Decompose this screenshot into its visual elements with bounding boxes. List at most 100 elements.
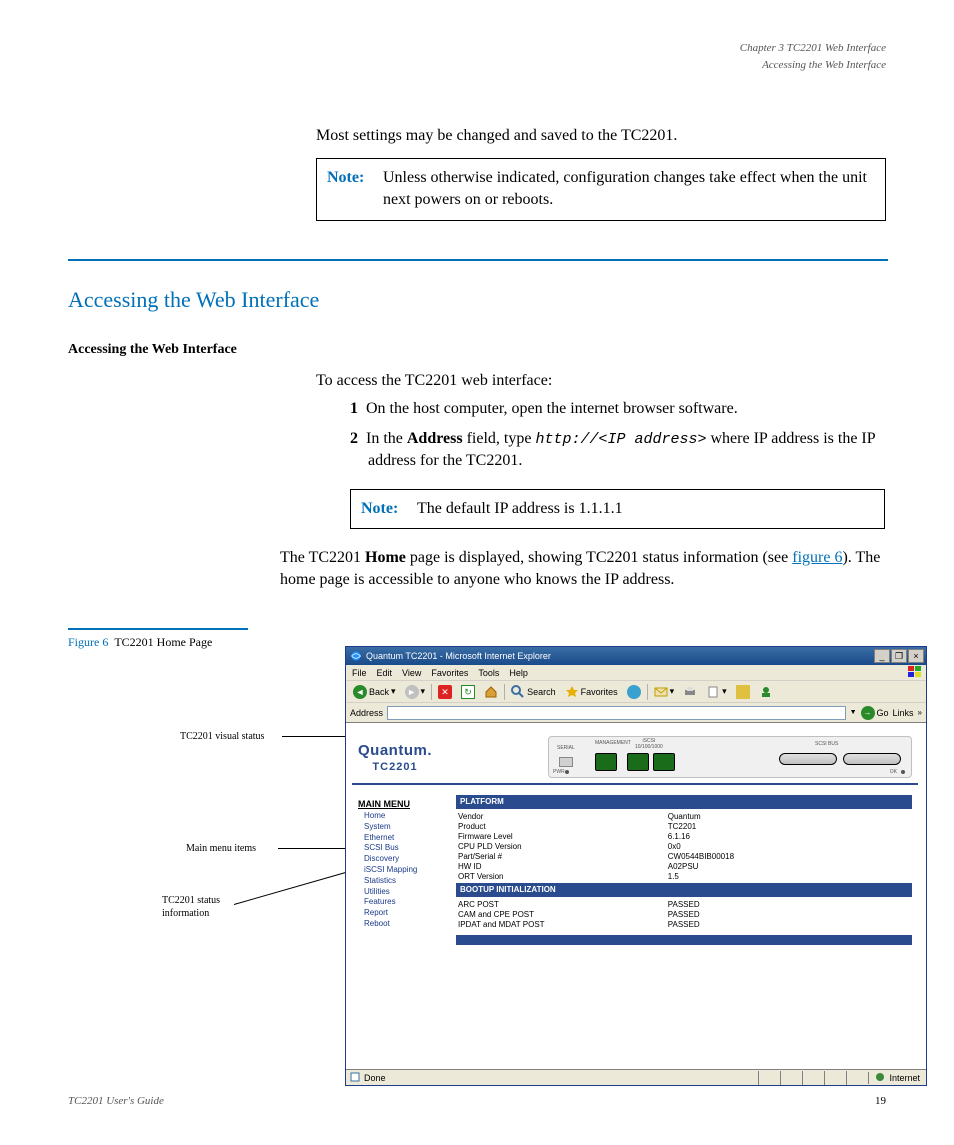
media-button[interactable]	[624, 684, 644, 700]
ie-content-area: Quantum. TC2201 SERIAL MANAGEMENT iSCSI …	[346, 723, 926, 1069]
step-1: 1 On the host computer, open the interne…	[350, 400, 890, 418]
table-row: ProductTC2201	[456, 821, 912, 831]
menu-file[interactable]: File	[352, 668, 367, 678]
quantum-main: PLATFORM VendorQuantumProductTC2201Firmw…	[456, 793, 918, 945]
stop-button[interactable]: ✕	[435, 684, 455, 700]
ie-menubar: File Edit View Favorites Tools Help	[346, 665, 926, 681]
bootup-section-bar: BOOTUP INITIALIZATION	[456, 883, 912, 897]
status-done: Done	[364, 1073, 386, 1083]
table-row: IPDAT and MDAT POSTPASSED	[456, 919, 912, 929]
mgmt-port-icon	[595, 753, 617, 771]
table-row: VendorQuantum	[456, 811, 912, 821]
device-diagram: SERIAL MANAGEMENT iSCSI 10/100/1000 SCSI…	[548, 736, 912, 778]
windows-flag-icon	[908, 666, 926, 680]
bootup-table: ARC POSTPASSEDCAM and CPE POSTPASSEDIPDA…	[456, 899, 912, 929]
go-button[interactable]: →Go	[861, 706, 889, 720]
section-side-label: Accessing the Web Interface	[68, 341, 268, 359]
sidebar-item-ethernet[interactable]: Ethernet	[364, 833, 452, 844]
quantum-sidebar: MAIN MENU HomeSystemEthernetSCSI BusDisc…	[352, 793, 456, 945]
internet-zone-icon	[875, 1072, 885, 1084]
sidebar-item-discovery[interactable]: Discovery	[364, 854, 452, 865]
page: Chapter 3 TC2201 Web Interface Accessing…	[0, 0, 954, 1145]
table-row: HW IDA02PSU	[456, 861, 912, 871]
note-box-1: Note: Unless otherwise indicated, config…	[316, 158, 886, 221]
menu-tools[interactable]: Tools	[478, 668, 499, 678]
menu-edit[interactable]: Edit	[377, 668, 393, 678]
sidebar-item-scsi-bus[interactable]: SCSI Bus	[364, 843, 452, 854]
scsi-port-2-icon	[843, 753, 901, 765]
figure-number: Figure 6	[68, 635, 108, 649]
print-button[interactable]	[680, 684, 700, 700]
messenger-button[interactable]	[756, 684, 776, 700]
forward-button[interactable]: ► ▾	[402, 684, 429, 700]
step-2-num: 2	[350, 430, 358, 447]
search-button[interactable]: Search	[508, 684, 559, 700]
discuss-button[interactable]	[733, 684, 753, 700]
quantum-page: Quantum. TC2201 SERIAL MANAGEMENT iSCSI …	[352, 731, 918, 945]
platform-section-bar: PLATFORM	[456, 795, 912, 809]
sidebar-item-features[interactable]: Features	[364, 897, 452, 908]
annotation-1: TC2201 visual status	[180, 730, 280, 743]
section-heading: Accessing the Web Interface	[68, 259, 888, 313]
note-text-2: The default IP address is 1.1.1.1	[417, 500, 623, 517]
menu-help[interactable]: Help	[509, 668, 528, 678]
paragraph-1: Most settings may be changed and saved t…	[316, 125, 886, 147]
serial-port-icon	[559, 757, 573, 767]
note-label-1: Note:	[327, 167, 364, 189]
sidebar-item-report[interactable]: Report	[364, 908, 452, 919]
footer-page-number: 19	[875, 1095, 886, 1107]
step-2-code: http://<IP address>	[535, 431, 706, 448]
scsi-port-1-icon	[779, 753, 837, 765]
paragraph-3: The TC2201 Home page is displayed, showi…	[280, 547, 886, 592]
back-button[interactable]: ◄Back ▾	[350, 684, 399, 700]
note-text-1: Unless otherwise indicated, configuratio…	[383, 169, 867, 208]
table-row: ARC POSTPASSED	[456, 899, 912, 909]
edit-button[interactable]: ▾	[703, 684, 730, 700]
mail-button[interactable]: ▾	[651, 684, 678, 700]
platform-table: VendorQuantumProductTC2201Firmware Level…	[456, 811, 912, 881]
star-icon	[565, 685, 579, 699]
minimize-button[interactable]: _	[874, 649, 890, 663]
refresh-button[interactable]: ↻	[458, 684, 478, 700]
address-label: Address	[350, 708, 383, 718]
step-1-text: On the host computer, open the internet …	[366, 400, 738, 417]
sidebar-item-system[interactable]: System	[364, 822, 452, 833]
sidebar-item-home[interactable]: Home	[364, 811, 452, 822]
status-zone: Internet	[889, 1073, 920, 1083]
screenshot-ie-window: Quantum TC2201 - Microsoft Internet Expl…	[345, 646, 927, 1086]
note-box-2: Note: The default IP address is 1.1.1.1	[350, 489, 885, 529]
table-row: Firmware Level6.1.16	[456, 831, 912, 841]
search-icon	[511, 685, 525, 699]
figure-title: TC2201 Home Page	[114, 635, 212, 649]
home-icon	[484, 685, 498, 699]
menu-view[interactable]: View	[402, 668, 421, 678]
close-button[interactable]: ×	[908, 649, 924, 663]
ie-titlebar: Quantum TC2201 - Microsoft Internet Expl…	[346, 647, 926, 665]
sidebar-item-statistics[interactable]: Statistics	[364, 876, 452, 887]
home-button[interactable]	[481, 684, 501, 700]
page-footer: TC2201 User's Guide 19	[68, 1095, 886, 1107]
messenger-icon	[759, 685, 773, 699]
ok-led-icon	[901, 770, 905, 774]
step-2-bold: Address	[407, 430, 463, 447]
table-row: CPU PLD Version0x0	[456, 841, 912, 851]
iscsi-port-2-icon	[653, 753, 675, 771]
sidebar-item-iscsi-mapping[interactable]: iSCSI Mapping	[364, 865, 452, 876]
figure-link[interactable]: figure 6	[792, 549, 842, 566]
header-sub: Accessing the Web Interface	[740, 57, 886, 74]
ie-address-bar: Address ▼ →Go Links »	[346, 703, 926, 723]
ie-toolbar: ◄Back ▾ ► ▾ ✕ ↻ Search Favorites ▾ ▾	[346, 681, 926, 703]
sidebar-item-utilities[interactable]: Utilities	[364, 887, 452, 898]
address-input[interactable]	[387, 706, 846, 720]
bottom-bar	[456, 935, 912, 945]
ie-icon	[350, 650, 362, 662]
annotation-3: TC2201 status information	[162, 894, 232, 920]
pwr-led-icon	[565, 770, 569, 774]
iscsi-port-1-icon	[627, 753, 649, 771]
menu-favorites[interactable]: Favorites	[431, 668, 468, 678]
favorites-button[interactable]: Favorites	[562, 684, 621, 700]
sidebar-item-reboot[interactable]: Reboot	[364, 919, 452, 930]
step-1-num: 1	[350, 400, 358, 417]
main-menu-heading: MAIN MENU	[358, 799, 452, 809]
maximize-button[interactable]: ❐	[891, 649, 907, 663]
